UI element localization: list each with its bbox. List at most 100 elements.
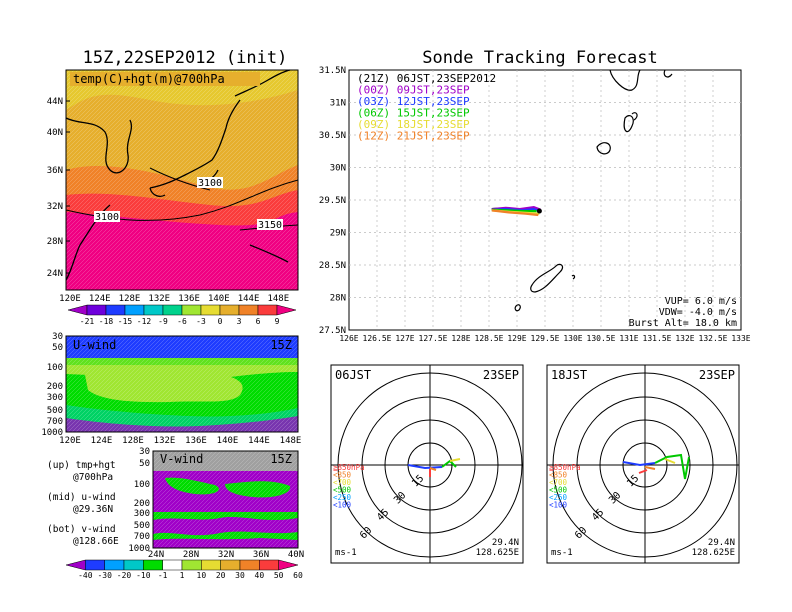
polar-legend-entry: <500 (549, 486, 568, 495)
colorbar-tick-label: -30 (97, 571, 112, 580)
lat-tick-label: 30.5N (319, 131, 346, 141)
lat-tick-label: 36N (253, 550, 269, 560)
lat-tick-label: 28N (47, 237, 63, 247)
temp-colorbar: -21 -18 -15 -12 -9 -6 -3 0 3 6 9 (67, 304, 297, 326)
colorbar-swatch (239, 559, 260, 571)
u-time: 15Z (270, 338, 292, 352)
colorbar-tick-label: 1 (180, 571, 185, 580)
lat-tick-label: 32N (47, 202, 63, 212)
polar-plot-06jst: 06JST 23SEP15304560ms-129.4N128.625E≧850h… (330, 364, 524, 564)
level-tick-label: 100 (134, 480, 150, 490)
polar-legend-entry: <850 (549, 471, 568, 480)
colorbar-swatch (123, 559, 144, 571)
lon-tick-label: 132.5E (699, 334, 728, 343)
polar-legend-entry: <250 (549, 493, 568, 502)
lon-tick-label: 144E (248, 436, 270, 446)
track-lat-axis: 31.5N 31N 30.5N 30N 29.5N 29N 28.5N 28N 27.5N (319, 66, 346, 336)
colorbar-swatch (143, 304, 164, 316)
colorbar-swatch (85, 559, 105, 571)
level-tick-label: 50 (139, 459, 150, 469)
lat-tick-label: 30N (330, 164, 346, 174)
polar-legend-entry: <700 (333, 478, 352, 487)
lon-tick-label: 131.5E (643, 334, 672, 343)
param-vdw: VDW= -4.0 m/s (659, 307, 737, 318)
level-tick-label: 300 (47, 393, 63, 403)
level-tick-label: 700 (47, 417, 63, 427)
polar-legend-entry: <500 (333, 486, 352, 495)
colorbar-tick-label: -15 (118, 317, 133, 326)
lon-tick-label: 120E (59, 436, 81, 446)
colorbar-tick-label: 20 (216, 571, 226, 580)
polar-date: 23SEP (483, 368, 519, 382)
right-title: Sonde Tracking Forecast (422, 48, 657, 68)
note-line: @128.66E (73, 536, 119, 547)
level-tick-label: 100 (47, 363, 63, 373)
lon-tick-label: 127E (395, 334, 414, 343)
lat-tick-label: 28.5N (319, 261, 346, 271)
lat-tick-label: 27.5N (319, 326, 346, 336)
level-tick-label: 300 (134, 509, 150, 519)
colorbar-tick-label: 10 (197, 571, 207, 580)
level-tick-label: 30 (52, 332, 63, 342)
lon-tick-label: 133E (731, 334, 750, 343)
colorbar-swatch (67, 304, 88, 316)
contour-label: 3100 (95, 212, 119, 223)
lon-tick-label: 140E (217, 436, 239, 446)
lon-tick-label: 131E (619, 334, 638, 343)
note-line: (up) tmp+hgt (47, 460, 116, 471)
lat-tick-label: 40N (288, 550, 304, 560)
polar-lon: 128.625E (476, 548, 519, 558)
contour-label: 3100 (198, 178, 222, 189)
hodograph-trace (449, 458, 461, 462)
polar-legend-entry: ≧850hPa (333, 463, 365, 472)
hodograph-trace (622, 461, 656, 467)
colorbar-swatch (105, 304, 126, 316)
lat-axis: 44N 40N 36N 32N 28N 24N (47, 97, 70, 279)
polar-legend-entry: <700 (549, 478, 568, 487)
lon-tick-label: 128E (122, 436, 144, 446)
polar-frame (330, 364, 524, 564)
colorbar-swatch (86, 304, 107, 316)
track-legend: (21Z) 06JST,23SEP2012(00Z) 09JST,23SEP(0… (357, 72, 496, 143)
level-tick-label: 200 (47, 382, 63, 392)
colorbar-swatch (181, 304, 202, 316)
track-lon-axis: 126E 126.5E 127E 127.5E 128E 128.5E 129E 129.5E… (339, 334, 750, 343)
lon-tick-label: 128E (451, 334, 470, 343)
level-tick-label: 500 (134, 521, 150, 531)
polar-lon: 128.625E (692, 548, 735, 558)
colorbar-swatch (162, 559, 183, 571)
contour-label: 3150 (258, 220, 282, 231)
level-tick-label: 700 (134, 532, 150, 542)
level-tick-label: 30 (139, 447, 150, 457)
colorbar-tick-label: 3 (237, 317, 242, 326)
note-line: @700hPa (73, 472, 113, 483)
hodograph-trace (407, 464, 443, 470)
hodograph-trace (638, 469, 648, 474)
polar-time: 18JST (551, 368, 587, 382)
note-line: (bot) v-wind (47, 524, 116, 535)
colorbar-tick-label: -12 (137, 317, 152, 326)
colorbar-swatch (65, 559, 86, 571)
hodograph-trace (664, 458, 676, 464)
colorbar-swatch (276, 304, 297, 316)
track-map: 31.5N 31N 30.5N 30N 29.5N 29N 28.5N 28N 27.5N 12… (319, 66, 751, 343)
v-lat-axis: 24N 28N 32N 36N 40N (148, 550, 304, 560)
lon-tick-label: 126E (339, 334, 358, 343)
colorbar-swatch (220, 559, 241, 571)
track-grid (349, 70, 741, 330)
colorbar-tick-label: -20 (117, 571, 132, 580)
colorbar-tick-label: 50 (274, 571, 284, 580)
map-label-bg (70, 72, 260, 86)
colorbar-swatch (181, 559, 202, 571)
polar-time: 06JST (335, 368, 371, 382)
polar-unit: ms-1 (335, 548, 357, 558)
hodograph-trace (429, 467, 437, 471)
left-title: 15Z,22SEP2012 (init) (83, 48, 288, 68)
colorbar-tick-label: 0 (218, 317, 223, 326)
lon-tick-label: 130.5E (587, 334, 616, 343)
hodograph-trace (644, 466, 656, 470)
colorbar-tick-label: -21 (80, 317, 95, 326)
lon-tick-label: 144E (238, 294, 260, 304)
